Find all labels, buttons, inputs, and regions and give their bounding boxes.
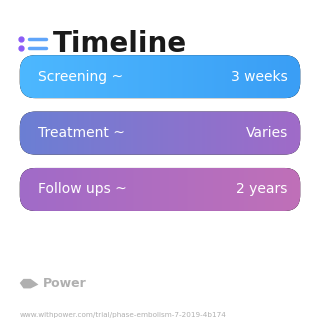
Text: 3 weeks: 3 weeks (231, 70, 288, 84)
Text: Varies: Varies (245, 126, 288, 140)
FancyBboxPatch shape (20, 112, 300, 155)
Text: Timeline: Timeline (52, 30, 187, 58)
Text: 2 years: 2 years (236, 182, 288, 197)
FancyBboxPatch shape (20, 168, 300, 211)
Text: Power: Power (43, 277, 87, 290)
Text: www.withpower.com/trial/phase-embolism-7-2019-4b174: www.withpower.com/trial/phase-embolism-7… (20, 312, 227, 318)
Polygon shape (20, 279, 38, 288)
Text: Treatment ~: Treatment ~ (38, 126, 125, 140)
FancyBboxPatch shape (20, 55, 300, 98)
Text: Follow ups ~: Follow ups ~ (38, 182, 127, 197)
Text: Screening ~: Screening ~ (38, 70, 124, 84)
